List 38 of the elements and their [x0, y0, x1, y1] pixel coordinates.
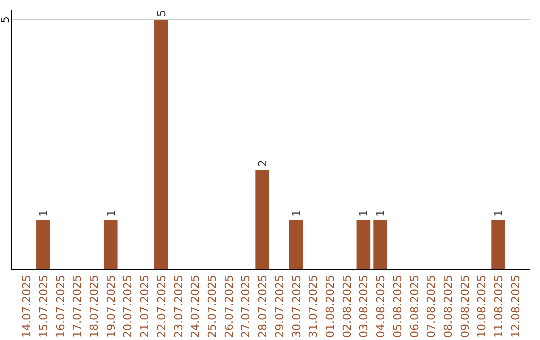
x-tick-label: 18.07.2025	[88, 275, 102, 338]
x-tick-label: 24.07.2025	[189, 275, 202, 338]
x-tick-label: 17.07.2025	[71, 275, 84, 338]
data-label: 1	[358, 210, 371, 217]
data-label: 1	[37, 210, 50, 217]
x-tick-label: 28.07.2025	[256, 275, 270, 338]
x-tick-label: 27.07.2025	[240, 275, 253, 338]
x-tick-label: 06.08.2025	[408, 275, 422, 338]
x-tick-label: 11.08.2025	[492, 275, 506, 338]
x-tick-label: 23.07.2025	[172, 275, 186, 338]
x-tick-label: 30.07.2025	[290, 275, 304, 338]
data-label: 2	[256, 160, 270, 167]
x-tick-label: 01.08.2025	[324, 275, 337, 338]
x-tick-label: 26.07.2025	[222, 275, 236, 338]
x-tick-label: 22.07.2025	[155, 275, 168, 338]
x-tick-label: 08.08.2025	[442, 275, 455, 338]
data-label: 5	[155, 10, 168, 17]
data-label: 1	[492, 210, 506, 217]
x-tick-label: 02.08.2025	[340, 275, 354, 338]
x-tick-label: 19.07.2025	[104, 275, 118, 338]
x-tick-label: 09.08.2025	[458, 275, 472, 338]
x-tick-label: 20.07.2025	[122, 275, 135, 338]
x-tick-label: 29.07.2025	[273, 275, 286, 338]
x-tick-label: 05.08.2025	[391, 275, 404, 338]
x-tick-label: 25.07.2025	[206, 275, 220, 338]
x-tick-label: 16.07.2025	[54, 275, 68, 338]
data-label: 1	[290, 210, 304, 217]
x-tick-label: 04.08.2025	[374, 275, 388, 338]
data-label: 1	[374, 210, 388, 217]
data-label: 1	[104, 210, 118, 217]
x-tick-label: 10.08.2025	[476, 275, 489, 338]
x-tick-label: 31.07.2025	[307, 275, 320, 338]
x-tick-label: 14.07.2025	[20, 275, 34, 338]
x-tick-label: 07.08.2025	[425, 275, 438, 338]
x-tick-label: 21.07.2025	[138, 275, 152, 338]
x-tick-label: 12.08.2025	[509, 275, 522, 338]
x-tick-label: 03.08.2025	[358, 275, 371, 338]
x-tick-label: 15.07.2025	[37, 275, 50, 338]
